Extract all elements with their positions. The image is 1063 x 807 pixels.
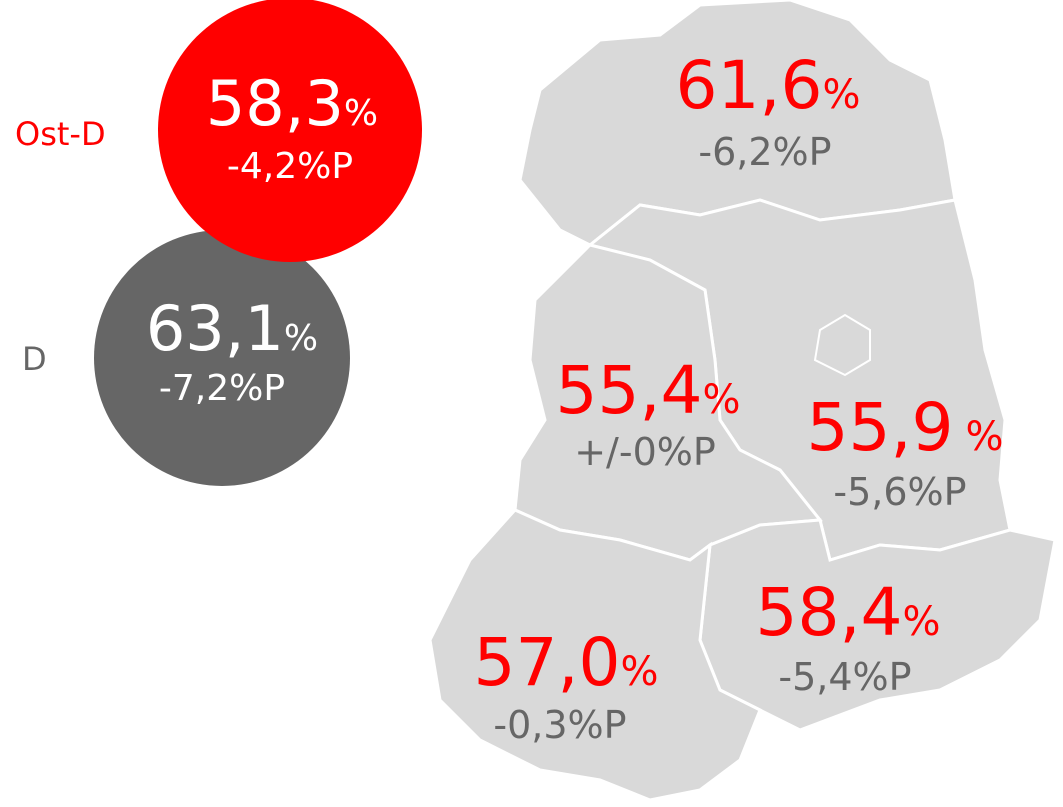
value-number: 63,1	[146, 292, 284, 365]
value-unit: %	[702, 377, 740, 423]
region-change: -5,6%P	[833, 470, 966, 514]
value-unit: %	[822, 72, 860, 118]
value-number: 57,0	[474, 624, 621, 701]
value-number: 55,9	[807, 389, 954, 466]
value-number: 61,6	[676, 47, 823, 124]
region-change: -5,4%P	[778, 655, 911, 699]
value-unit: %	[620, 649, 658, 695]
map	[428, 0, 1057, 802]
value: 58,3%	[206, 67, 378, 140]
overview-change: -7,2%P	[159, 368, 285, 409]
value-number: 55,4	[556, 352, 703, 429]
overview-label: Ost-D	[15, 115, 106, 153]
value-unit: %	[284, 318, 318, 359]
circle-d	[94, 230, 350, 486]
overview-label: D	[22, 340, 47, 378]
value-unit: %	[344, 93, 378, 134]
region-change: -6,2%P	[698, 130, 831, 174]
value: 55,4%	[556, 352, 741, 429]
value-number: 58,4	[756, 574, 903, 651]
region-berlin	[813, 313, 871, 377]
value: 57,0%	[474, 624, 659, 701]
region-th	[428, 508, 762, 802]
value-unit: %	[965, 414, 1003, 460]
value-number: 58,3	[206, 67, 344, 140]
value: 63,1%	[146, 292, 318, 365]
value: 61,6%	[676, 47, 861, 124]
value: 58,4%	[756, 574, 941, 651]
region-change: -0,3%P	[493, 703, 626, 747]
circle-ost	[158, 0, 422, 262]
region-change: +/-0%P	[574, 430, 716, 474]
value: 55,9%	[807, 389, 1004, 466]
value-unit: %	[902, 599, 940, 645]
overview-change: -4,2%P	[227, 146, 353, 187]
